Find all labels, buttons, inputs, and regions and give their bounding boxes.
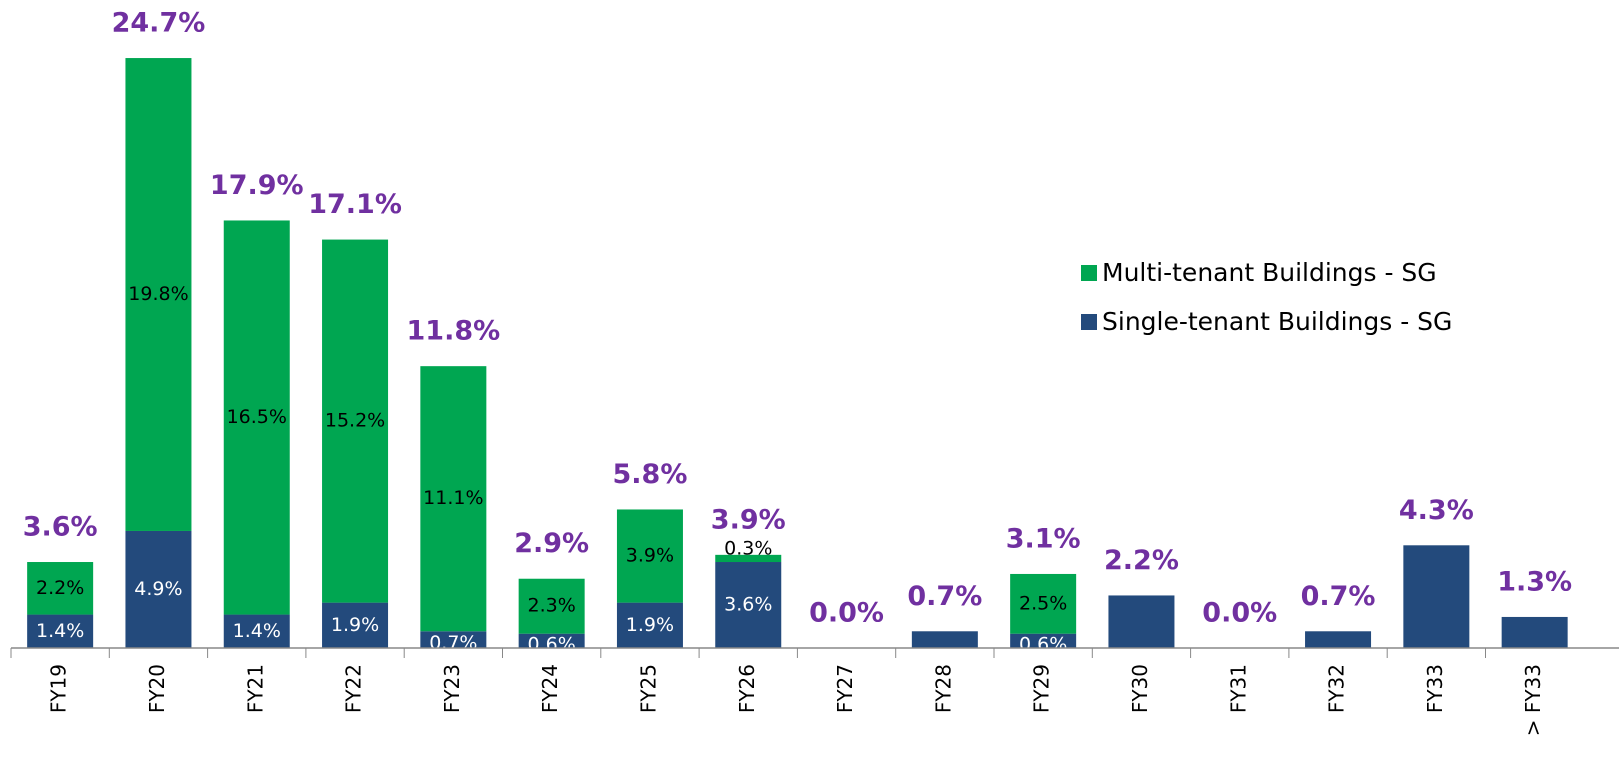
bar-segment (1010, 573, 1077, 634)
bar-segment (616, 602, 683, 648)
x-tick-label: FY29 (1030, 664, 1054, 713)
x-tick-label: FY32 (1325, 664, 1349, 713)
legend-label: Single-tenant Buildings - SG (1102, 307, 1452, 336)
segment-label: 0.3% (724, 537, 772, 559)
x-tick-label: FY24 (538, 664, 562, 713)
x-tick-label: FY31 (1226, 664, 1250, 713)
total-label: 5.8% (613, 459, 688, 490)
legend-label: Multi-tenant Buildings - SG (1102, 258, 1437, 287)
bar-segment (715, 562, 782, 648)
bar-segment (1108, 595, 1175, 648)
total-label: 17.1% (308, 189, 402, 220)
total-label: 3.9% (711, 504, 786, 535)
total-label: 0.7% (907, 581, 982, 612)
x-tick-label: FY22 (342, 664, 366, 713)
bar-segment (420, 631, 487, 648)
segment-label: 1.9% (331, 614, 379, 636)
bar-segment (518, 633, 585, 648)
total-label: 0.7% (1301, 581, 1376, 612)
bar-segment (1403, 545, 1470, 648)
x-tick-label: FY28 (931, 664, 955, 713)
bar-segment (223, 220, 290, 615)
segment-label: 0.6% (528, 633, 576, 655)
x-tick-label: FY33 (1423, 664, 1447, 713)
segment-label: 0.6% (1019, 633, 1067, 655)
total-label: 0.0% (1202, 598, 1277, 629)
total-label: 17.9% (210, 170, 304, 201)
x-tick-label: FY20 (145, 664, 169, 713)
segment-label: 11.1% (423, 487, 483, 509)
bar-segment (322, 239, 389, 603)
bar-segment (27, 614, 94, 648)
segment-label: 2.3% (528, 595, 576, 617)
segment-label: 3.9% (626, 545, 674, 567)
x-tick-label: FY27 (833, 664, 857, 713)
x-tick-label: FY21 (243, 664, 267, 713)
bar-segment (911, 631, 978, 648)
bar-segment (518, 578, 585, 634)
bar-segment (715, 554, 782, 563)
bar-segment (1501, 616, 1568, 648)
segment-label: 2.5% (1019, 592, 1067, 614)
segment-label: 16.5% (227, 406, 287, 428)
x-tick-label: FY19 (47, 664, 71, 713)
bar-segment (616, 509, 683, 603)
bar-segment (27, 562, 94, 615)
total-label: 24.7% (112, 8, 206, 39)
bar-segment (420, 366, 487, 632)
bar-segment (125, 58, 192, 531)
legend-swatch (1081, 265, 1097, 281)
x-tick-label: FY26 (735, 664, 759, 713)
total-label: 2.9% (514, 528, 589, 559)
total-label: 0.0% (809, 598, 884, 629)
segment-label: 0.7% (429, 632, 477, 654)
total-label: 3.6% (23, 512, 98, 543)
x-tick-label: FY25 (636, 664, 660, 713)
legend-swatch (1081, 314, 1097, 330)
bar-segment (322, 602, 389, 648)
segment-label: 3.6% (724, 594, 772, 616)
segment-label: 1.9% (626, 614, 674, 636)
segment-label: 1.4% (36, 620, 84, 642)
total-label: 3.1% (1006, 523, 1081, 554)
segment-label: 15.2% (325, 410, 385, 432)
bar-segment (223, 614, 290, 648)
x-tick-label: > FY33 (1521, 664, 1545, 736)
segment-label: 1.4% (233, 620, 281, 642)
total-label: 2.2% (1104, 545, 1179, 576)
bar-segment (125, 530, 192, 648)
bar-segment (1305, 631, 1372, 648)
bar-segment (1010, 633, 1077, 648)
segment-label: 4.9% (134, 578, 182, 600)
x-tick-label: FY23 (440, 664, 464, 713)
x-tick-label: FY30 (1128, 664, 1152, 713)
total-label: 11.8% (407, 316, 501, 347)
total-label: 4.3% (1399, 495, 1474, 526)
segment-label: 2.2% (36, 577, 84, 599)
segment-label: 19.8% (128, 283, 188, 305)
total-label: 1.3% (1497, 566, 1572, 597)
